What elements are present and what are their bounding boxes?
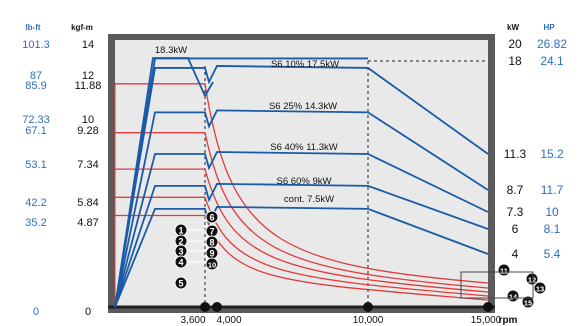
- x-tick-label-3: 10,000: [353, 315, 384, 326]
- x-axis-label: rpm: [499, 315, 518, 326]
- left-tick-lbft-8: 35.2: [25, 217, 46, 229]
- x-tick-label-2: 4,000: [216, 315, 241, 326]
- torque-series-2: [115, 132, 489, 289]
- right-tick-hp-6: 8.1: [544, 222, 561, 236]
- left-tick-kgfm-2: 12: [82, 70, 94, 82]
- right-axis-unit-kw: kW: [507, 23, 519, 32]
- marker-label-13: 13: [536, 285, 544, 294]
- power-peak-path: [114, 57, 214, 308]
- left-tick-lbft-7: 42.2: [25, 197, 46, 209]
- left-tick-lbft-4: 72.33: [22, 114, 50, 126]
- right-tick-hp-1: 26.82: [537, 37, 567, 51]
- marker-label-14: 14: [509, 293, 518, 302]
- marker-label-9: 9: [209, 249, 214, 259]
- marker-group-box: [460, 271, 534, 299]
- x-tick-dot-1: [200, 302, 210, 312]
- marker-label-6: 6: [209, 213, 214, 223]
- right-tick-hp-2: 24.1: [540, 54, 564, 68]
- x-tick-dot-3: [363, 302, 373, 312]
- left-tick-lbft-5: 67.1: [25, 125, 46, 137]
- power-series-4: [114, 151, 489, 308]
- power-series-5: [114, 182, 489, 308]
- power-series-6: [114, 205, 489, 308]
- power-series-label-1: 18.3kW: [155, 45, 187, 56]
- power-series-1: [114, 57, 368, 308]
- torque-series-1: [115, 83, 489, 284]
- marker-14: [506, 289, 520, 303]
- left-tick-kgfm-8: 4.87: [77, 217, 98, 229]
- left-tick-kgfm-4: 10: [82, 114, 94, 126]
- left-tick-kgfm-9: 0: [85, 306, 91, 318]
- left-tick-lbft-3: 85.9: [25, 80, 46, 92]
- marker-label-8: 8: [209, 238, 214, 248]
- marker-12: [525, 272, 539, 286]
- right-tick-hp-5: 10: [545, 205, 559, 219]
- marker-label-10: 10: [208, 261, 216, 270]
- left-tick-kgfm-5: 9.28: [77, 125, 98, 137]
- marker-leader-2: [187, 231, 207, 242]
- marker-11: [497, 263, 511, 277]
- left-axis-unit-kgfm: kgf-m: [71, 23, 93, 32]
- marker-leader-1: [187, 217, 207, 231]
- right-tick-kw-6: 6: [512, 222, 519, 236]
- marker-leader-4: [187, 253, 207, 263]
- left-tick-lbft-9: 0: [33, 306, 39, 318]
- right-tick-kw-1: 20: [508, 37, 522, 51]
- left-tick-kgfm-1: 14: [82, 39, 94, 51]
- power-series-2: [114, 65, 489, 308]
- left-tick-lbft-1: 101.3: [22, 39, 50, 51]
- left-axis-unit-lbft: lb-ft: [25, 23, 40, 32]
- left-tick-kgfm-7: 5.84: [77, 197, 98, 209]
- right-tick-kw-2: 18: [508, 54, 522, 68]
- marker-15: [521, 295, 535, 309]
- right-tick-kw-4: 8.7: [507, 183, 524, 197]
- marker-5: [174, 276, 188, 290]
- marker-label-15: 15: [524, 299, 532, 308]
- right-tick-hp-3: 15.2: [540, 147, 564, 161]
- left-tick-kgfm-3: 11.88: [75, 80, 102, 92]
- right-axis-unit-hp: HP: [543, 23, 555, 32]
- power-series-3: [114, 109, 489, 308]
- power-series-label-6: cont. 7.5kW: [284, 194, 334, 205]
- marker-label-2: 2: [178, 237, 183, 247]
- right-tick-hp-4: 11.7: [541, 183, 564, 197]
- marker-label-4: 4: [178, 258, 183, 268]
- marker-label-3: 3: [178, 247, 183, 257]
- left-tick-lbft-6: 53.1: [25, 159, 46, 171]
- power-series-label-5: S6 60% 9kW: [277, 176, 332, 187]
- power-series-label-4: S6 40% 11.3kW: [270, 142, 337, 153]
- right-tick-kw-5: 7.3: [507, 205, 524, 219]
- right-tick-kw-3: 11.3: [504, 147, 527, 161]
- x-tick-dot-4: [483, 302, 493, 312]
- marker-label-5: 5: [178, 279, 183, 289]
- marker-label-11: 11: [500, 267, 508, 276]
- power-series-label-2: S6 10% 17.5kW: [271, 59, 339, 70]
- x-tick-dot-2: [212, 302, 222, 312]
- right-tick-kw-7: 4: [512, 247, 519, 261]
- marker-leader-3: [187, 242, 207, 252]
- x-tick-label-4: 15,000: [471, 315, 502, 326]
- marker-13: [533, 281, 547, 295]
- left-tick-kgfm-6: 7.34: [77, 159, 98, 171]
- right-tick-hp-7: 5.4: [544, 247, 561, 261]
- marker-10: [205, 257, 219, 271]
- left-tick-lbft-2: 87: [30, 70, 42, 82]
- x-tick-label-1: 3,600: [180, 315, 205, 326]
- marker-label-12: 12: [528, 276, 536, 285]
- marker-label-7: 7: [209, 227, 214, 237]
- marker-label-1: 1: [178, 226, 183, 236]
- power-series-label-3: S6 25% 14.3kW: [269, 101, 337, 112]
